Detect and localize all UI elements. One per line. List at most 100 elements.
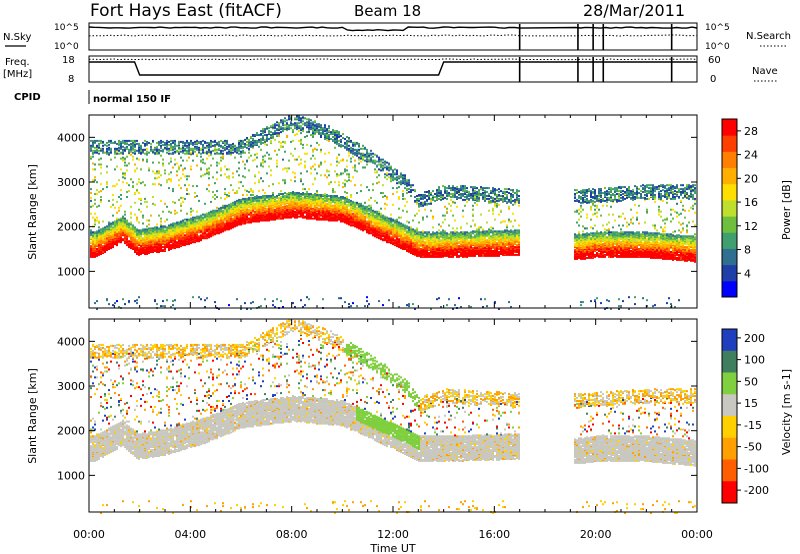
power-cell bbox=[368, 158, 370, 161]
power-cell bbox=[126, 169, 128, 172]
power-cell bbox=[330, 204, 332, 207]
power-cell bbox=[226, 139, 228, 142]
power-cell bbox=[142, 181, 144, 184]
power-cell bbox=[124, 210, 126, 213]
power-cell bbox=[152, 148, 154, 151]
power-cell bbox=[374, 210, 376, 213]
power-cell bbox=[168, 162, 170, 165]
power-cell bbox=[214, 148, 216, 151]
power-cell bbox=[300, 178, 302, 181]
power-cell bbox=[294, 147, 296, 150]
power-cell bbox=[308, 212, 310, 215]
power-cell bbox=[96, 300, 98, 303]
power-cell bbox=[106, 186, 108, 189]
power-cell bbox=[178, 184, 180, 187]
power-cell bbox=[224, 192, 226, 194]
power-cell bbox=[308, 120, 310, 123]
power-cell bbox=[316, 212, 318, 215]
station-title: Fort Hays East (fitACF) bbox=[90, 1, 282, 21]
power-cell bbox=[324, 133, 326, 135]
power-cell bbox=[182, 146, 184, 149]
power-cell bbox=[196, 210, 198, 213]
power-cell bbox=[134, 141, 136, 144]
power-cell bbox=[280, 210, 282, 213]
power-cell bbox=[120, 217, 122, 220]
power-cell bbox=[146, 142, 148, 145]
power-cell bbox=[228, 168, 230, 171]
power-cell bbox=[286, 167, 288, 170]
power-cell bbox=[96, 193, 98, 195]
power-cell bbox=[144, 152, 146, 155]
power-cell bbox=[108, 223, 110, 226]
power-cell bbox=[128, 143, 130, 146]
power-cell bbox=[292, 203, 294, 206]
power-cell bbox=[218, 231, 220, 234]
power-cell bbox=[132, 238, 134, 241]
power-cell bbox=[98, 144, 100, 147]
power-cell bbox=[154, 234, 156, 237]
power-cell bbox=[102, 151, 104, 154]
power-cell bbox=[360, 160, 362, 163]
power-cell bbox=[90, 192, 92, 194]
power-cell bbox=[312, 154, 314, 157]
power-cell bbox=[114, 152, 116, 155]
beam-title: Beam 18 bbox=[354, 2, 421, 20]
power-cell bbox=[228, 203, 230, 206]
power-cell bbox=[348, 137, 350, 139]
power-cell bbox=[370, 152, 372, 155]
power-cell bbox=[336, 160, 338, 163]
power-cell bbox=[172, 190, 174, 193]
power-cell bbox=[94, 244, 96, 247]
power-cell bbox=[144, 251, 146, 253]
power-cell bbox=[134, 300, 136, 303]
power-cell bbox=[218, 215, 220, 218]
power-cell bbox=[230, 151, 232, 154]
power-cell bbox=[102, 239, 104, 242]
power-cell bbox=[302, 183, 304, 186]
power-cell bbox=[190, 210, 192, 213]
power-cell bbox=[278, 199, 280, 202]
power-cell bbox=[170, 139, 172, 142]
power-cell bbox=[348, 151, 350, 154]
power-cell bbox=[198, 146, 200, 149]
power-cell bbox=[200, 147, 202, 150]
power-cell bbox=[182, 200, 184, 203]
power-cell bbox=[248, 151, 250, 154]
power-cell bbox=[366, 148, 368, 151]
power-cell bbox=[346, 173, 348, 176]
power-cell bbox=[370, 149, 372, 152]
power-cell bbox=[176, 221, 178, 224]
power-cell bbox=[294, 192, 296, 194]
power-cell bbox=[262, 161, 264, 164]
power-cell bbox=[226, 196, 228, 198]
power-cell bbox=[266, 195, 268, 197]
power-cell bbox=[372, 233, 374, 236]
power-cell bbox=[126, 155, 128, 158]
power-cell bbox=[314, 124, 316, 127]
power-cell bbox=[346, 136, 348, 138]
power-cell bbox=[124, 141, 126, 144]
power-cell bbox=[156, 241, 158, 244]
power-cell bbox=[290, 213, 292, 216]
power-cell bbox=[204, 213, 206, 216]
power-cell bbox=[234, 202, 236, 205]
power-cell bbox=[226, 151, 228, 154]
power-cell bbox=[212, 176, 214, 179]
power-cell bbox=[290, 127, 292, 130]
power-cell bbox=[338, 142, 340, 145]
power-cell bbox=[306, 131, 308, 134]
power-cell bbox=[348, 147, 350, 150]
power-cell bbox=[224, 173, 226, 176]
power-cell bbox=[366, 300, 368, 303]
power-cell bbox=[182, 140, 184, 143]
power-cell bbox=[266, 199, 268, 202]
power-cell bbox=[318, 207, 320, 210]
power-cell bbox=[158, 214, 160, 217]
power-cell bbox=[332, 195, 334, 197]
power-cell bbox=[210, 139, 212, 142]
power-cell bbox=[296, 124, 298, 127]
power-cell bbox=[196, 185, 198, 188]
power-cell bbox=[108, 221, 110, 224]
power-cell bbox=[358, 144, 360, 147]
power-cell bbox=[110, 139, 112, 142]
